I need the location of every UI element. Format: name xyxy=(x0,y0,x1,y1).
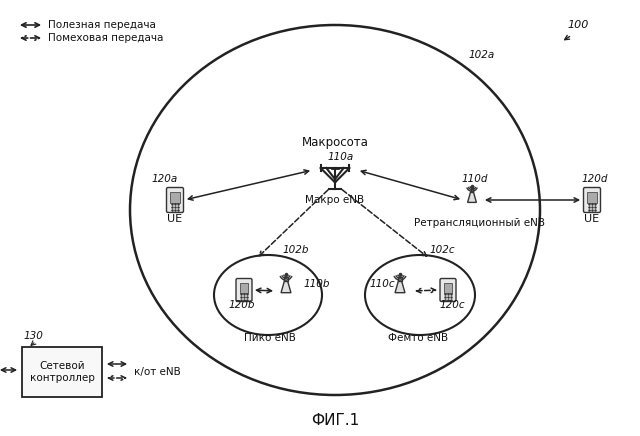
FancyBboxPatch shape xyxy=(22,347,102,397)
Text: 120b: 120b xyxy=(228,300,255,310)
Polygon shape xyxy=(281,281,291,293)
FancyBboxPatch shape xyxy=(166,187,184,212)
FancyBboxPatch shape xyxy=(236,279,252,302)
Text: Помеховая передача: Помеховая передача xyxy=(48,33,163,43)
Text: 110b: 110b xyxy=(304,279,330,289)
Bar xyxy=(588,192,596,203)
Text: 110d: 110d xyxy=(461,174,488,184)
Text: 120d: 120d xyxy=(582,174,608,184)
FancyBboxPatch shape xyxy=(584,187,600,212)
Text: к/от eNB: к/от eNB xyxy=(134,367,180,377)
Text: 130: 130 xyxy=(24,331,44,341)
Text: 120a: 120a xyxy=(152,174,178,184)
Bar xyxy=(170,192,180,203)
Text: Макро eNB: Макро eNB xyxy=(305,195,365,205)
Polygon shape xyxy=(398,276,402,281)
Text: 110c: 110c xyxy=(369,279,395,289)
Bar xyxy=(240,283,248,293)
Polygon shape xyxy=(395,281,405,293)
Bar xyxy=(444,283,452,293)
Text: Ретрансляционный eNB: Ретрансляционный eNB xyxy=(415,218,545,228)
Text: Полезная передача: Полезная передача xyxy=(48,20,156,30)
Polygon shape xyxy=(284,276,287,281)
Text: 102c: 102c xyxy=(429,245,455,255)
Text: 120c: 120c xyxy=(439,300,465,310)
Text: 110a: 110a xyxy=(328,152,354,162)
Polygon shape xyxy=(468,192,476,202)
Text: ФИГ.1: ФИГ.1 xyxy=(311,413,359,428)
Text: Пико eNB: Пико eNB xyxy=(244,333,296,343)
Text: 102b: 102b xyxy=(283,245,309,255)
FancyBboxPatch shape xyxy=(440,279,456,302)
Text: UE: UE xyxy=(584,214,600,224)
Polygon shape xyxy=(470,188,474,192)
Text: Фемто eNB: Фемто eNB xyxy=(388,333,448,343)
Text: UE: UE xyxy=(168,214,182,224)
Text: 102a: 102a xyxy=(468,50,495,60)
Text: 100: 100 xyxy=(567,20,588,30)
Text: Макросота: Макросота xyxy=(301,136,369,149)
Text: Сетевой
контроллер: Сетевой контроллер xyxy=(29,361,95,383)
